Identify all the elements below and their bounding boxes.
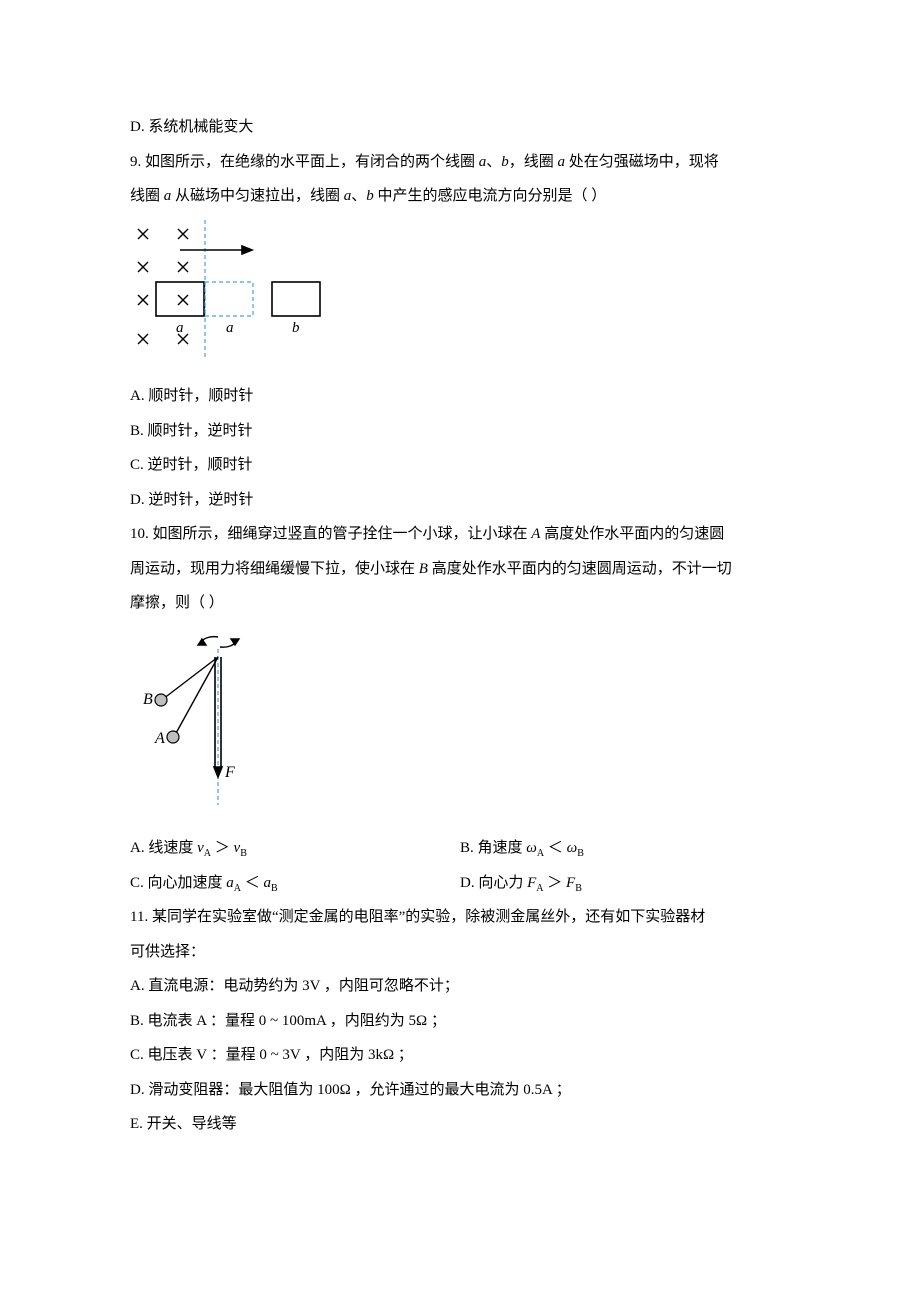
- string-a: [175, 657, 218, 735]
- q10-figure: B A F: [140, 627, 790, 826]
- text: 处在匀强磁场中，现将: [565, 154, 719, 170]
- sym: F: [566, 875, 575, 891]
- q10-options-row2: C. 向心加速度 aA ＜ aB D. 向心力 FA ＞ FB: [130, 866, 790, 901]
- q11-item-b: B. 电流表 A ：量程 0 ~ 100mA ，内阻约为 5Ω ；: [130, 1004, 790, 1039]
- text: 从磁场中匀速拉出，线圈: [171, 188, 344, 204]
- text: 线圈: [130, 188, 164, 204]
- var-a: a: [558, 154, 566, 170]
- text: C. 向心加速度: [130, 875, 226, 891]
- coil-a-dashed: [205, 282, 253, 316]
- label-b: b: [292, 320, 300, 336]
- q10-option-b: B. 角速度 ωA ＜ ωB: [460, 831, 790, 866]
- q9-option-d: D. 逆时针，逆时针: [130, 483, 790, 518]
- text: A. 线速度: [130, 840, 197, 856]
- sub: A: [234, 883, 241, 894]
- ball-b: [155, 694, 167, 706]
- sym: v: [197, 840, 204, 856]
- q10-stem-line3: 摩擦，则（ ）: [130, 586, 790, 621]
- q9-option-a: A. 顺时针，顺时针: [130, 379, 790, 414]
- q11-item-a: A. 直流电源：电动势约为 3V ，内阻可忽略不计；: [130, 969, 790, 1004]
- q9-option-c: C. 逆时针，顺时针: [130, 448, 790, 483]
- label-A: A: [154, 730, 165, 747]
- sym: a: [226, 875, 234, 891]
- sym: ω: [567, 840, 578, 856]
- text: 10. 如图所示，细绳穿过竖直的管子拴住一个小球，让小球在: [130, 526, 531, 542]
- text: B. 角速度: [460, 840, 526, 856]
- q11-item-c: C. 电压表 V ：量程 0 ~ 3V ，内阻为 3kΩ ；: [130, 1038, 790, 1073]
- q9-option-b: B. 顺时针，逆时针: [130, 414, 790, 449]
- var-b: b: [501, 154, 509, 170]
- q10-option-c: C. 向心加速度 aA ＜ aB: [130, 866, 460, 901]
- force-f-arrow: [214, 767, 222, 777]
- q11-item-d: D. 滑动变阻器：最大阻值为 100Ω ，允许通过的最大电流为 0.5A ；: [130, 1073, 790, 1108]
- sub: A: [204, 848, 211, 859]
- var-b: b: [366, 188, 374, 204]
- sub: B: [271, 883, 278, 894]
- sub: A: [536, 883, 543, 894]
- text: 、: [351, 188, 366, 204]
- text: 9. 如图所示，在绝缘的水平面上，有闭合的两个线圈: [130, 154, 479, 170]
- sym: F: [527, 875, 536, 891]
- text: 周运动，现用力将细绳缓慢下拉，使小球在: [130, 561, 419, 577]
- velocity-arrow: [180, 246, 252, 254]
- rotation-icon: [198, 636, 239, 647]
- q9-stem-line1: 9. 如图所示，在绝缘的水平面上，有闭合的两个线圈 a、b，线圈 a 处在匀强磁…: [130, 145, 790, 180]
- coil-a-solid: [156, 282, 204, 316]
- text: 中产生的感应电流方向分别是（ ）: [374, 188, 607, 204]
- q11-stem-line1: 11. 某同学在实验室做“测定金属的电阻率”的实验，除被测金属丝外，还有如下实验…: [130, 900, 790, 935]
- q10-options-row1: A. 线速度 vA ＞ vB B. 角速度 ωA ＜ ωB: [130, 831, 790, 866]
- sub: B: [240, 848, 247, 859]
- label-a1: a: [176, 320, 184, 336]
- sym: ω: [526, 840, 537, 856]
- q10-option-d: D. 向心力 FA ＞ FB: [460, 866, 790, 901]
- q10-stem-line2: 周运动，现用力将细绳缓慢下拉，使小球在 B 高度处作水平面内的匀速圆周运动，不计…: [130, 552, 790, 587]
- text: 高度处作水平面内的匀速圆: [540, 526, 724, 542]
- sym: a: [264, 875, 272, 891]
- text: ，线圈: [509, 154, 558, 170]
- q10-option-a: A. 线速度 vA ＞ vB: [130, 831, 460, 866]
- q9-stem-line2: 线圈 a 从磁场中匀速拉出，线圈 a、b 中产生的感应电流方向分别是（ ）: [130, 179, 790, 214]
- label-B: B: [143, 691, 153, 708]
- text: 、: [486, 154, 501, 170]
- rel: ＜: [241, 875, 264, 891]
- string-b: [163, 657, 218, 699]
- sub: B: [575, 883, 582, 894]
- label-a2: a: [226, 320, 234, 336]
- q11-stem-line2: 可供选择：: [130, 935, 790, 970]
- sub: A: [537, 848, 544, 859]
- coil-b: [272, 282, 320, 316]
- rel: ＜: [544, 840, 567, 856]
- rel: ＞: [544, 875, 567, 891]
- rel: ＞: [211, 840, 234, 856]
- text: D. 向心力: [460, 875, 527, 891]
- sub: B: [577, 848, 584, 859]
- q8-option-d: D. 系统机械能变大: [130, 110, 790, 145]
- q11-item-e: E. 开关、导线等: [130, 1107, 790, 1142]
- label-F: F: [224, 764, 235, 781]
- q10-stem-line1: 10. 如图所示，细绳穿过竖直的管子拴住一个小球，让小球在 A 高度处作水平面内…: [130, 517, 790, 552]
- var-B: B: [419, 561, 428, 577]
- q9-figure: a a b: [130, 220, 790, 374]
- ball-a: [167, 731, 179, 743]
- text: 高度处作水平面内的匀速圆周运动，不计一切: [428, 561, 732, 577]
